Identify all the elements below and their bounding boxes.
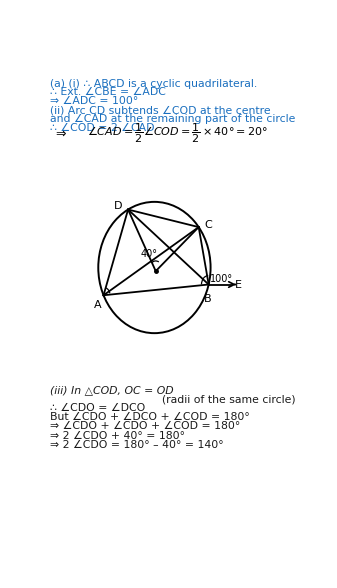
Text: A: A	[94, 300, 101, 310]
Text: But ∠CDO + ∠DCO + ∠COD = 180°: But ∠CDO + ∠DCO + ∠COD = 180°	[50, 412, 250, 422]
Text: D: D	[114, 201, 123, 211]
Text: ∴ ∠CDO = ∠DCO: ∴ ∠CDO = ∠DCO	[50, 403, 145, 413]
Text: (radii of the same circle): (radii of the same circle)	[162, 395, 296, 405]
Text: C: C	[204, 220, 212, 230]
Text: ∴ ∠COD = 2 ∠CAD: ∴ ∠COD = 2 ∠CAD	[50, 123, 154, 133]
Text: ∴ Ext. ∠CBE = ∠ADC: ∴ Ext. ∠CBE = ∠ADC	[50, 87, 166, 97]
Text: (iii) In △COD, OC = OD: (iii) In △COD, OC = OD	[50, 385, 174, 395]
Text: $\angle CAD = \dfrac{1}{2}\angle COD = \dfrac{1}{2}\times 40°= 20°$: $\angle CAD = \dfrac{1}{2}\angle COD = \…	[87, 121, 268, 145]
Text: ⇒ ∠CDO + ∠CDO + ∠COD = 180°: ⇒ ∠CDO + ∠CDO + ∠COD = 180°	[50, 422, 240, 432]
Text: 40°: 40°	[141, 249, 158, 259]
Text: and ∠CAD at the remaining part of the circle: and ∠CAD at the remaining part of the ci…	[50, 115, 295, 125]
Text: 100°: 100°	[210, 274, 233, 284]
Text: (ii) Arc CD subtends ∠COD at the centre: (ii) Arc CD subtends ∠COD at the centre	[50, 106, 271, 116]
Text: B: B	[204, 293, 211, 303]
Text: ⇒ 2 ∠CDO = 180° – 40° = 140°: ⇒ 2 ∠CDO = 180° – 40° = 140°	[50, 440, 223, 450]
Text: ⇒ ∠ADC = 100°: ⇒ ∠ADC = 100°	[50, 96, 138, 106]
Text: $\Rightarrow$: $\Rightarrow$	[53, 126, 67, 139]
Text: E: E	[235, 279, 242, 289]
Text: ⇒ 2 ∠CDO + 40° = 180°: ⇒ 2 ∠CDO + 40° = 180°	[50, 430, 185, 440]
Text: (a) (i) ∴ ABCD is a cyclic quadrilateral.: (a) (i) ∴ ABCD is a cyclic quadrilateral…	[50, 79, 257, 89]
